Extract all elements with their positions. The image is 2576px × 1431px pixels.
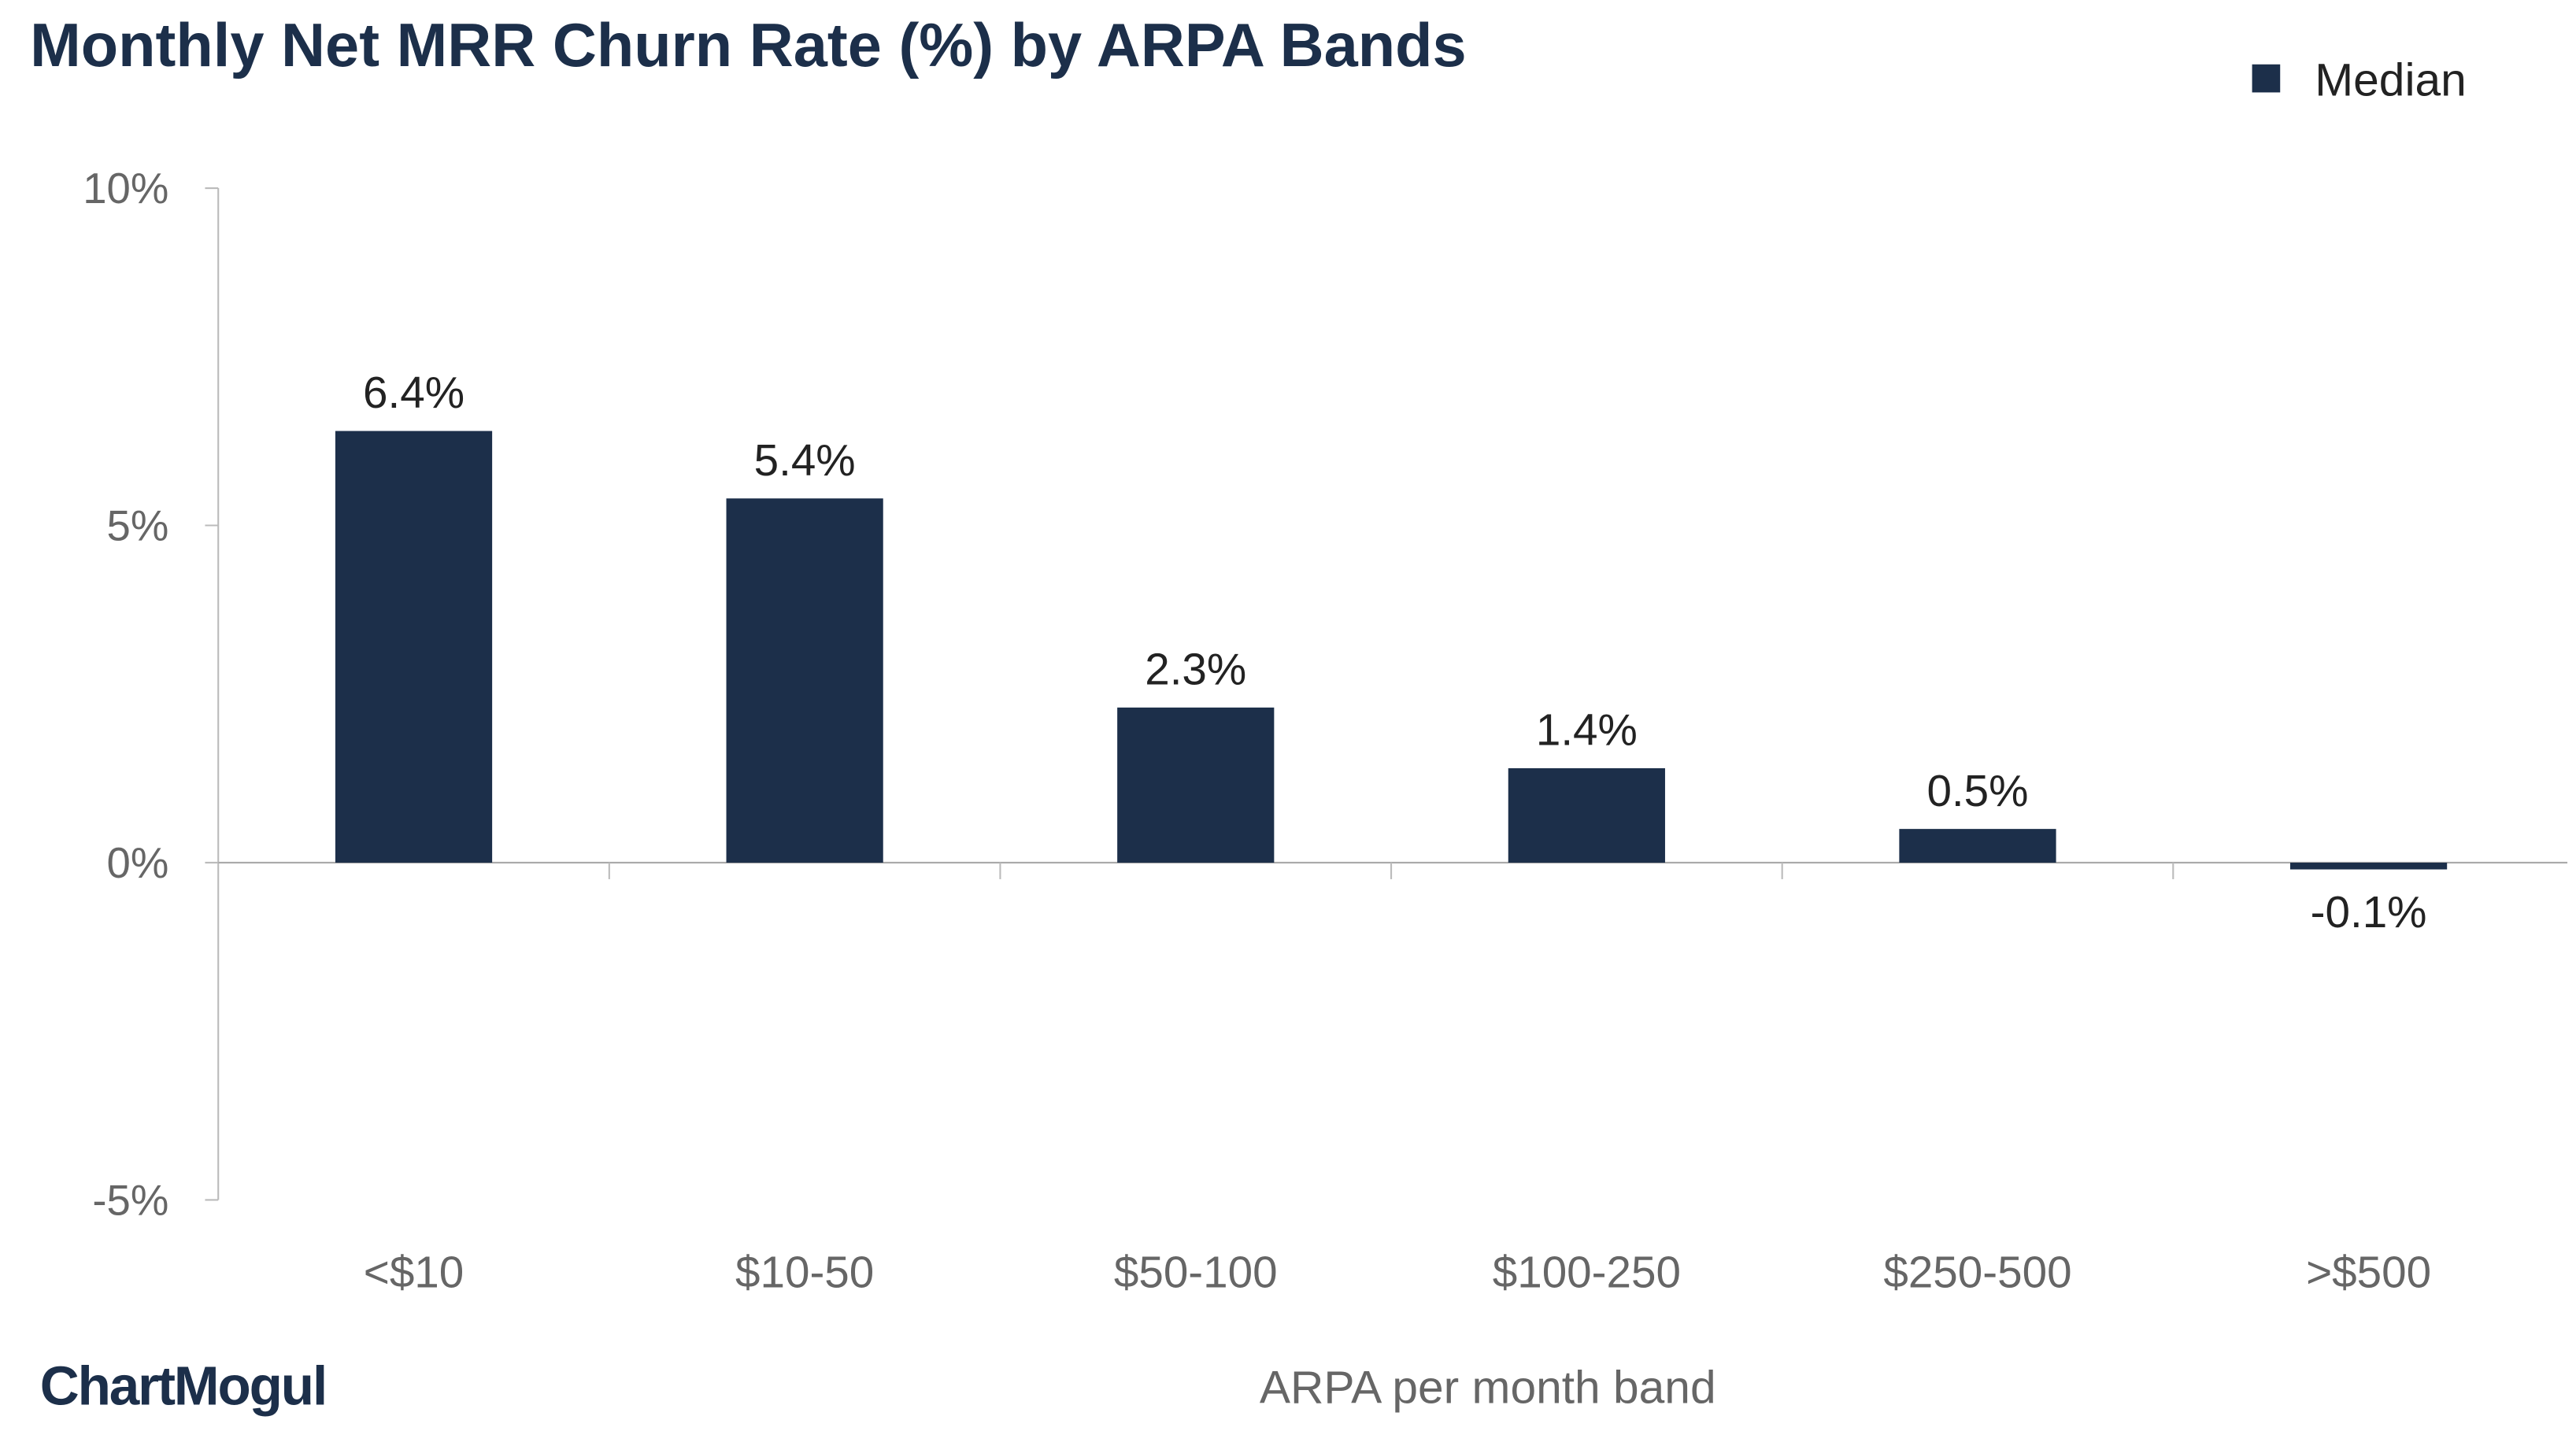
bar-5 (1899, 829, 2056, 863)
x-axis-title: ARPA per month band (1260, 1362, 1716, 1413)
data-label: 0.5% (1926, 766, 2028, 815)
y-tick-label: -5% (92, 1176, 168, 1224)
x-tick-label: <$10 (364, 1248, 464, 1297)
bars: 6.4% 5.4% 2.3% 1.4% 0.5% -0.1% (335, 368, 2448, 937)
bar-2 (726, 498, 883, 863)
bar-4 (1508, 768, 1665, 863)
chartmogul-logo: ChartMogul (40, 1355, 326, 1416)
legend: Median (2252, 55, 2467, 106)
x-tick-label: $100-250 (1493, 1248, 1681, 1297)
y-tick-label: 10% (83, 165, 168, 213)
legend-label-median: Median (2315, 55, 2467, 106)
data-label: 5.4% (754, 435, 856, 485)
data-label: 6.4% (363, 368, 464, 417)
x-tick-label: $50-100 (1114, 1248, 1278, 1297)
legend-swatch-median (2252, 64, 2281, 93)
data-label: -0.1% (2311, 887, 2427, 937)
axes: 10% 5% 0% -5% <$10 $10-50 $50-100 $100-250 $250-… (83, 165, 2568, 1297)
bar-6 (2289, 862, 2448, 870)
x-tick-label: $10-50 (735, 1248, 874, 1297)
bar-1 (335, 431, 493, 863)
data-label: 1.4% (1536, 705, 1638, 755)
chart-title: Monthly Net MRR Churn Rate (%) by ARPA B… (30, 12, 1467, 80)
x-tick-label: >$500 (2306, 1248, 2431, 1297)
y-tick-label: 5% (107, 501, 169, 549)
x-tick-label: $250-500 (1883, 1248, 2071, 1297)
bar-3 (1117, 707, 1275, 863)
data-label: 2.3% (1145, 645, 1246, 694)
y-tick-label: 0% (107, 839, 169, 887)
